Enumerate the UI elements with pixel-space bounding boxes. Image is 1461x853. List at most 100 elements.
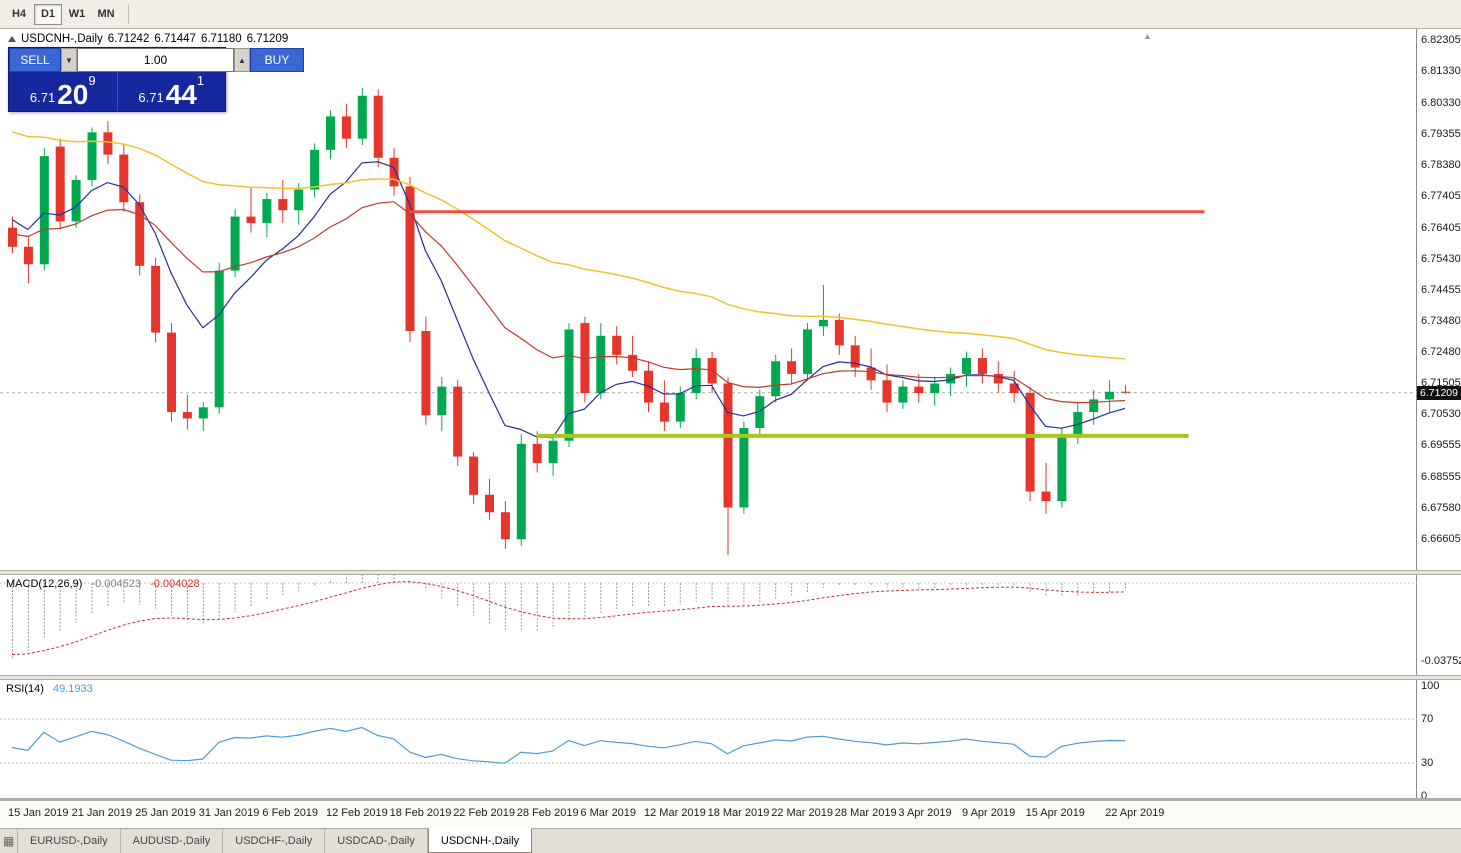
- candle-body: [230, 216, 240, 271]
- date-axis-label: 15 Jan 2019: [8, 807, 69, 819]
- candle-body: [612, 335, 622, 355]
- toolbar-separator: [128, 4, 129, 24]
- candle-body: [55, 146, 65, 222]
- candle-body: [1057, 434, 1067, 502]
- candlestick-chart[interactable]: [0, 29, 1417, 572]
- chart-shift-icon[interactable]: ▲: [1143, 31, 1152, 41]
- date-axis-label: 18 Feb 2019: [389, 807, 452, 819]
- date-axis-label: 22 Mar 2019: [771, 807, 833, 819]
- candle-body: [87, 132, 97, 181]
- candle-body: [310, 149, 320, 190]
- candle-body: [787, 361, 797, 374]
- candle-body: [548, 440, 558, 463]
- price-axis-tick: 6.72480: [1421, 346, 1461, 359]
- candle-body: [278, 199, 288, 211]
- candle-body: [516, 443, 526, 540]
- candle-body: [405, 186, 415, 332]
- candle-body: [103, 132, 113, 155]
- rsi-axis[interactable]: 100 70 30 0: [1417, 680, 1461, 802]
- date-axis-label: 22 Apr 2019: [1105, 807, 1165, 819]
- buy-price-base: 6.71: [138, 90, 164, 105]
- candle-body: [39, 156, 49, 265]
- panel-splitter[interactable]: [0, 798, 1461, 800]
- candle-body: [1089, 399, 1099, 413]
- ohlc-high: 6.71447: [154, 33, 196, 45]
- tab-eurusd-daily[interactable]: EURUSD-,Daily: [18, 829, 121, 853]
- candle-body: [977, 358, 987, 374]
- buy-price[interactable]: 6.71 44 1: [116, 72, 226, 111]
- tab-audusd-daily[interactable]: AUDUSD-,Daily: [121, 829, 224, 853]
- panel-splitter[interactable]: [0, 675, 1461, 680]
- price-axis-tick: 6.77405: [1421, 189, 1461, 202]
- candle-body: [294, 189, 304, 211]
- timeframe-button-mn[interactable]: MN: [97, 8, 115, 20]
- current-price-tag: 6.71209: [1417, 385, 1461, 400]
- charts-grid-icon[interactable]: ▦: [0, 829, 18, 853]
- tab-usdcnh-daily[interactable]: USDCNH-,Daily: [427, 828, 533, 853]
- candle-body: [723, 383, 733, 508]
- candle-body: [389, 157, 399, 187]
- macd-name: MACD(12,26,9): [6, 578, 83, 590]
- volume-input[interactable]: [77, 48, 234, 72]
- timeframe-buttons: H4 D1 W1 MN: [5, 3, 121, 25]
- rsi-panel: RSI(14) 49.1933: [0, 680, 1417, 798]
- rsi-axis-label: 0: [1421, 790, 1428, 802]
- candle-body: [453, 386, 463, 457]
- timeframe-button-w1[interactable]: W1: [68, 8, 86, 20]
- chart-tabs: EURUSD-,Daily AUDUSD-,Daily USDCHF-,Daily U…: [18, 828, 533, 853]
- date-axis[interactable]: 15 Jan 2019 21 Jan 2019 25 Jan 2019 31 Jan …: [0, 800, 1461, 828]
- chevron-down-icon: ▼: [65, 55, 73, 65]
- candle-body: [1041, 491, 1051, 502]
- date-axis-label: 12 Feb 2019: [326, 807, 388, 819]
- candle-body: [1105, 391, 1115, 400]
- chart-symbol-period: USDCNH-,Daily: [21, 33, 103, 45]
- date-axis-label: 12 Mar 2019: [644, 807, 706, 819]
- tab-usdcad-daily[interactable]: USDCAD-,Daily: [325, 829, 428, 853]
- sell-button[interactable]: SELL: [9, 48, 61, 72]
- candle-body: [135, 202, 145, 266]
- ohlc-close: 6.71209: [246, 33, 289, 45]
- tab-usdchf-daily[interactable]: USDCHF-,Daily: [223, 829, 326, 853]
- candle-body: [818, 319, 828, 327]
- timeframe-button-d1[interactable]: D1: [34, 3, 62, 25]
- timeframe-toolbar: H4 D1 W1 MN: [0, 0, 1461, 29]
- macd-axis-label: -0.037529: [1421, 655, 1461, 667]
- candle-body: [898, 386, 908, 403]
- candle-body: [755, 396, 765, 428]
- macd-chart[interactable]: [0, 575, 1417, 675]
- panel-splitter[interactable]: [0, 570, 1461, 575]
- candle-body: [659, 402, 669, 422]
- price-axis-tick: 6.74455: [1421, 283, 1461, 296]
- buy-button[interactable]: BUY: [250, 48, 304, 72]
- sell-price[interactable]: 6.71 20 9: [9, 72, 117, 111]
- volume-increase-button[interactable]: ▲: [234, 48, 250, 72]
- chevron-up-icon: ▲: [238, 55, 246, 65]
- rsi-chart[interactable]: [0, 680, 1417, 798]
- rsi-line: [11, 726, 1126, 764]
- candle-body: [167, 332, 176, 413]
- macd-main-value: -0.004523: [91, 578, 142, 590]
- price-axis-tick: 6.75430: [1421, 252, 1461, 265]
- price-axis[interactable]: 6.82305 6.81330 6.80330 6.79355 6.78380 6.774…: [1417, 29, 1461, 572]
- price-axis-tick: 6.68555: [1421, 471, 1461, 484]
- candle-body: [882, 380, 892, 403]
- candle-body: [1121, 391, 1130, 393]
- date-axis-label: 21 Jan 2019: [71, 807, 133, 819]
- date-axis-label: 28 Mar 2019: [834, 807, 897, 819]
- price-axis-tick: 6.76405: [1421, 221, 1461, 234]
- candle-body: [326, 116, 335, 150]
- macd-axis[interactable]: -0.037529: [1417, 575, 1461, 675]
- price-axis-tick: 6.81330: [1421, 64, 1461, 77]
- candle-body: [119, 154, 129, 203]
- buy-price-pips: 44: [165, 79, 197, 110]
- volume-decrease-button[interactable]: ▼: [61, 48, 77, 72]
- price-axis-tick: 6.66605: [1421, 533, 1461, 546]
- candle-body: [341, 116, 351, 139]
- main-chart-panel: USDCNH-,Daily 6.71242 6.71447 6.71180 6.…: [0, 29, 1417, 572]
- timeframe-button-h4[interactable]: H4: [11, 8, 27, 20]
- ohlc-low: 6.71180: [200, 33, 242, 45]
- chart-title: USDCNH-,Daily 6.71242 6.71447 6.71180 6.…: [8, 33, 288, 45]
- candle-body: [198, 407, 208, 419]
